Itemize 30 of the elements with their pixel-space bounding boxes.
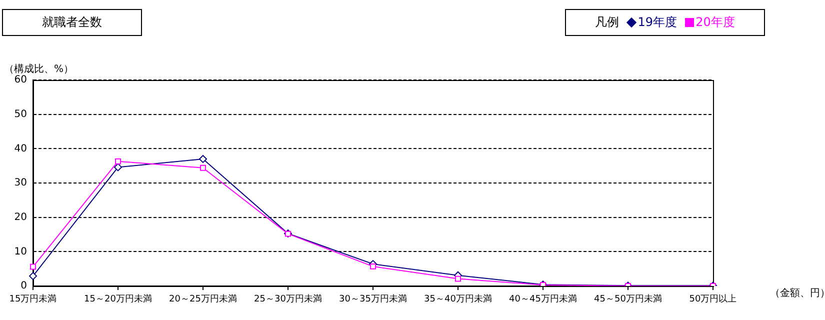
y-tick-label: 30 — [14, 178, 27, 189]
y-tick-label: 40 — [14, 143, 27, 154]
legend-label: 20年度 — [696, 15, 735, 29]
x-tick-label: 40～45万円未満 — [509, 294, 577, 305]
x-tick-label: 15万円未満 — [9, 294, 57, 305]
x-tick-label: 35～40万円未満 — [424, 294, 492, 305]
y-tick-label: 20 — [14, 212, 27, 223]
point — [455, 276, 461, 282]
y-tick-label: 60 — [14, 74, 27, 86]
x-tick-label: 25～30万円未満 — [254, 294, 322, 305]
point — [200, 164, 206, 171]
y-tick-label: 50 — [14, 108, 27, 120]
point — [29, 272, 37, 280]
x-tick-label: 50万円以上 — [689, 294, 737, 305]
point — [370, 263, 376, 270]
point — [30, 264, 36, 270]
y-axis-title: （構成比、%） — [4, 62, 74, 75]
chart-title: 就職者全数 — [2, 9, 142, 36]
legend-label: 19年度 — [638, 15, 677, 29]
point — [115, 158, 121, 164]
x-tick-label: 15～20万円未満 — [84, 294, 152, 305]
point — [199, 154, 207, 163]
x-tick-label: 30～35万円未満 — [339, 294, 407, 305]
legend-title: 凡例 — [595, 15, 620, 29]
y-tick-label: 0 — [20, 280, 27, 292]
x-tick-label: 45～50万円未満 — [594, 294, 662, 305]
y-tick-label: 10 — [14, 246, 27, 258]
point — [114, 163, 122, 172]
x-tick-label: 20～25万円未満 — [169, 294, 237, 305]
x-axis-title: （金額、円） — [770, 286, 825, 300]
